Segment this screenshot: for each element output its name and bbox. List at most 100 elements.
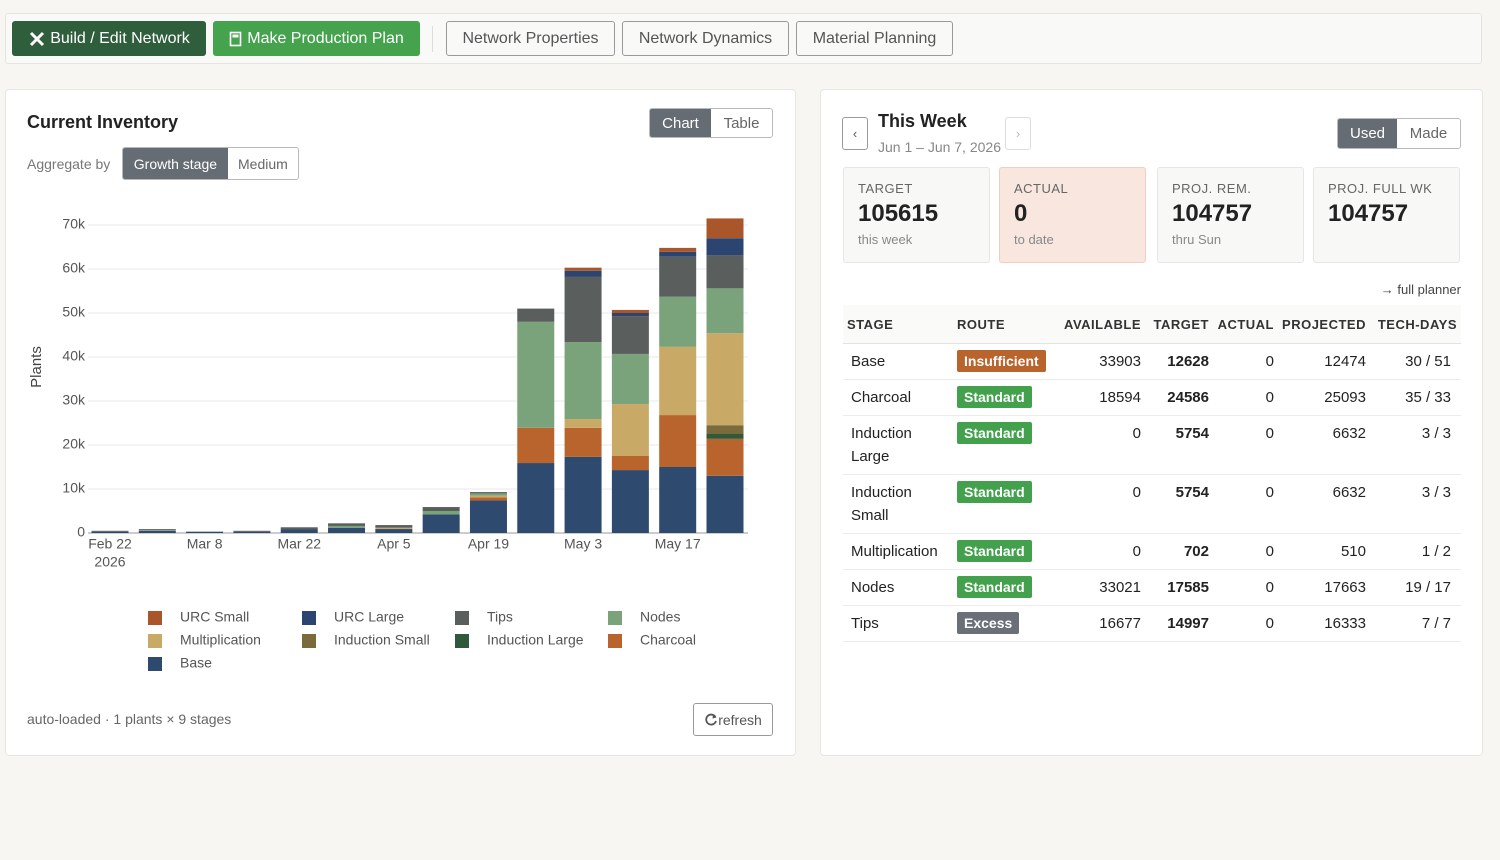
route-cell: Standard bbox=[953, 474, 1053, 534]
bar-segment bbox=[469, 500, 507, 533]
bar-segment bbox=[422, 511, 460, 515]
table-row: Charcoal Standard 18594 24586 0 25093 35 / 33 bbox=[843, 379, 1461, 416]
table-body: Base Insufficient 33903 12628 0 12474 30 / 51 C… bbox=[843, 343, 1461, 642]
x-tick-label: Mar 22 bbox=[277, 536, 321, 552]
y-tick-label: 20k bbox=[62, 436, 86, 452]
stat-note: thru Sun bbox=[1172, 232, 1222, 247]
stage-table: STAGE ROUTE AVAILABLE TARGET ACTUAL PROJECTED… bbox=[843, 305, 1461, 642]
stat-value: 104757 bbox=[1172, 200, 1253, 227]
bar-segment bbox=[564, 342, 602, 420]
legend-label: URC Small bbox=[180, 609, 249, 625]
refresh-button[interactable]: refresh bbox=[693, 703, 773, 736]
legend-label: Multiplication bbox=[180, 632, 261, 648]
x-tick-label: Mar 8 bbox=[187, 536, 223, 552]
legend-swatch bbox=[148, 611, 162, 625]
available-cell: 33021 bbox=[1053, 569, 1145, 606]
toggle-option[interactable]: Medium bbox=[227, 148, 298, 179]
legend-swatch bbox=[302, 634, 316, 648]
projected-cell: 17663 bbox=[1278, 569, 1370, 606]
bar-segment bbox=[233, 530, 271, 532]
bar-segment bbox=[91, 530, 129, 532]
bar-segment bbox=[375, 525, 413, 528]
bar-segment bbox=[469, 492, 507, 494]
stat-label: PROJ. REM. bbox=[1172, 181, 1252, 196]
actual-cell: 0 bbox=[1213, 474, 1278, 534]
route-cell: Standard bbox=[953, 379, 1053, 416]
actual-cell: 0 bbox=[1213, 605, 1278, 642]
tools-icon bbox=[30, 31, 45, 46]
legend-label: Induction Small bbox=[334, 632, 430, 648]
stat-label: TARGET bbox=[858, 181, 913, 196]
toggle-option[interactable]: Table bbox=[711, 109, 772, 137]
bar-segment bbox=[328, 525, 366, 528]
build-network-button[interactable]: Build / Edit Network bbox=[12, 21, 206, 56]
bar-segment bbox=[375, 527, 413, 530]
legend-swatch bbox=[148, 657, 162, 671]
bar-segment bbox=[138, 529, 176, 531]
x-tick-label: Apr 19 bbox=[468, 536, 509, 552]
bar-segment bbox=[564, 270, 602, 277]
make-plan-button[interactable]: Make Production Plan bbox=[213, 21, 420, 56]
bar-segment bbox=[659, 415, 697, 467]
prev-week-button[interactable]: ‹ bbox=[842, 117, 868, 150]
route-cell: Standard bbox=[953, 569, 1053, 606]
next-week-button[interactable]: › bbox=[1005, 117, 1031, 150]
bar-segment bbox=[659, 256, 697, 297]
table-row: Base Insufficient 33903 12628 0 12474 30 / 51 bbox=[843, 343, 1461, 380]
bar-segment bbox=[706, 434, 744, 439]
stat-card: ACTUAL 0 to date bbox=[999, 167, 1146, 263]
toggle-option[interactable]: Growth stage bbox=[123, 148, 228, 179]
stat-value: 105615 bbox=[858, 200, 939, 227]
bar-segment bbox=[517, 321, 555, 428]
toggle-option[interactable]: Chart bbox=[650, 109, 711, 137]
stat-label: ACTUAL bbox=[1014, 181, 1069, 196]
y-tick-label: 60k bbox=[62, 260, 86, 276]
actual-cell: 0 bbox=[1213, 533, 1278, 570]
x-tick-label: Apr 5 bbox=[377, 536, 411, 552]
view-toggle: Chart Table bbox=[649, 108, 773, 138]
bar-segment bbox=[659, 247, 697, 252]
route-badge: Standard bbox=[957, 576, 1032, 598]
used-made-toggle: Used Made bbox=[1337, 118, 1461, 149]
bar-segment bbox=[611, 456, 649, 471]
bar-segment bbox=[328, 527, 366, 533]
tech-days-cell: 3 / 3 bbox=[1370, 415, 1461, 475]
aggregate-label: Aggregate by bbox=[27, 156, 111, 172]
x-tick-label: Feb 22 bbox=[88, 536, 132, 552]
bar-segment bbox=[91, 531, 129, 533]
bar-segment bbox=[233, 531, 271, 533]
route-badge: Standard bbox=[957, 540, 1032, 562]
stat-note: to date bbox=[1014, 232, 1054, 247]
bar-segment bbox=[564, 456, 602, 533]
stage-cell: Induction Large bbox=[843, 415, 953, 475]
network-dynamics-button[interactable]: Network Dynamics bbox=[622, 21, 789, 56]
button-label: Make Production Plan bbox=[247, 29, 404, 47]
tech-days-cell: 35 / 33 bbox=[1370, 379, 1461, 416]
projected-cell: 12474 bbox=[1278, 343, 1370, 380]
bar-segment bbox=[469, 493, 507, 496]
stage-cell: Tips bbox=[843, 605, 953, 642]
projected-cell: 510 bbox=[1278, 533, 1370, 570]
column-header: PROJECTED bbox=[1278, 305, 1370, 344]
tech-days-cell: 7 / 7 bbox=[1370, 605, 1461, 642]
legend-swatch bbox=[608, 611, 622, 625]
bar-segment bbox=[564, 427, 602, 457]
tech-days-cell: 19 / 17 bbox=[1370, 569, 1461, 606]
bar-segment bbox=[469, 497, 507, 501]
legend-label: URC Large bbox=[334, 609, 404, 625]
toggle-option[interactable]: Made bbox=[1397, 119, 1460, 148]
header-row: STAGE ROUTE AVAILABLE TARGET ACTUAL PROJECTED… bbox=[843, 305, 1461, 344]
calculator-icon bbox=[229, 31, 242, 46]
stat-value: 0 bbox=[1014, 200, 1028, 227]
aggregate-toggle: Growth stage Medium bbox=[122, 147, 299, 180]
target-cell: 17585 bbox=[1145, 569, 1213, 606]
bar-segment bbox=[706, 333, 744, 426]
toggle-option[interactable]: Used bbox=[1338, 119, 1398, 148]
available-cell: 18594 bbox=[1053, 379, 1145, 416]
bar-segment bbox=[611, 404, 649, 456]
network-properties-button[interactable]: Network Properties bbox=[446, 21, 615, 56]
planner-link[interactable]: → full planner bbox=[1380, 282, 1461, 297]
material-planning-button[interactable]: Material Planning bbox=[796, 21, 953, 56]
legend-label: Base bbox=[180, 655, 212, 671]
